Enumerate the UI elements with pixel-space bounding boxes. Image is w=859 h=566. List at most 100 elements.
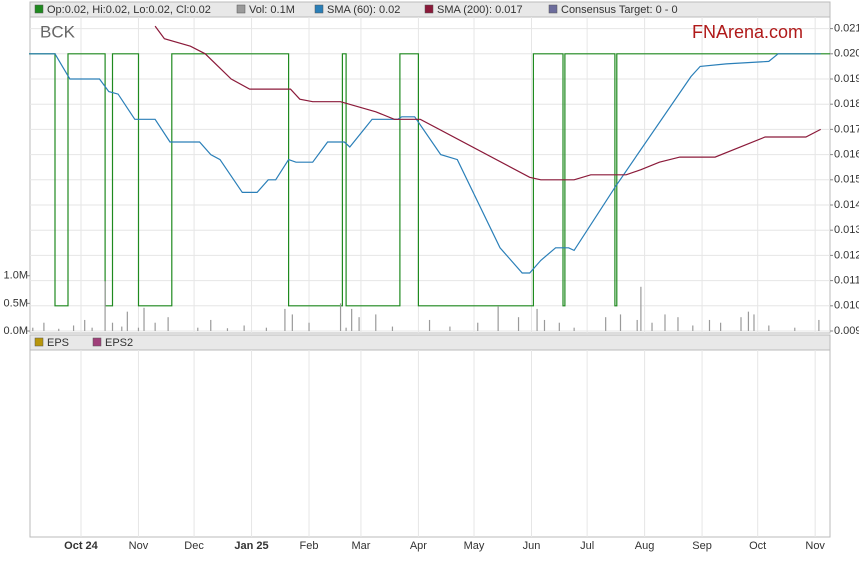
volume-bar [692, 325, 694, 331]
x-tick-label: Nov [805, 540, 825, 552]
legend-swatch [548, 4, 558, 14]
volume-bar [640, 286, 642, 331]
volume-bar [558, 322, 560, 331]
y-tick-label: 0.020 [834, 48, 859, 60]
volume-bar [358, 317, 360, 331]
ticker: BCK [40, 22, 76, 41]
volume-bar [111, 322, 114, 331]
legend-label: SMA (200): 0.017 [437, 4, 523, 16]
legend-label: Op:0.02, Hi:0.02, Lo:0.02, Cl:0.02 [47, 4, 211, 16]
legend-label: SMA (60): 0.02 [327, 4, 400, 16]
volume-bar [32, 327, 34, 331]
volume-bar [477, 322, 479, 331]
volume-bar [84, 319, 86, 331]
legend-swatch [92, 337, 102, 347]
x-tick-label: Dec [184, 540, 204, 552]
y-tick-label: 0.014 [834, 199, 859, 211]
brand: FNArena.com [692, 22, 803, 42]
volume-bar [43, 322, 45, 331]
marks [29, 25, 830, 331]
legend-label: EPS [47, 337, 69, 349]
x-tick-label: Mar [351, 540, 370, 552]
volume-bar [573, 327, 575, 331]
x-tick-label: Feb [300, 540, 319, 552]
y-tick-label: 0.010 [834, 300, 859, 312]
legend-label: EPS2 [105, 337, 133, 349]
volume-bar [265, 327, 267, 331]
volume-bar [284, 308, 286, 331]
legend-swatch [424, 4, 434, 14]
y-tick-label: 0.018 [834, 98, 859, 110]
x-tick-label: Sep [692, 540, 712, 552]
eps-panel [29, 349, 831, 538]
volume-bar [167, 317, 169, 331]
volume-bar [517, 317, 520, 331]
y-tick-label: 0.019 [834, 73, 859, 85]
x-tick-label: Jun [523, 540, 541, 552]
volume-bar [91, 327, 93, 331]
x-tick-label: Oct [749, 540, 766, 552]
legend-swatch [34, 337, 44, 347]
volume-bar [497, 306, 499, 331]
volume-bar [428, 319, 431, 331]
legend-swatch [34, 4, 44, 14]
x-tick-label: Apr [410, 540, 427, 552]
volume-bar [391, 326, 394, 331]
volume-bar [351, 308, 353, 331]
volume-bar [154, 322, 156, 331]
y-tick-label: 0.009 [834, 325, 859, 337]
volume-bar [753, 314, 755, 331]
volume-bar [197, 327, 199, 331]
y-tick-label: 0.016 [834, 149, 859, 161]
volume-bar [345, 327, 347, 331]
volume-bar [536, 308, 538, 331]
volume-bar [794, 327, 796, 331]
y2-tick-label: 0.0M [4, 325, 28, 337]
x-tick-label: Aug [635, 540, 655, 552]
volume-bar [664, 314, 666, 331]
volume-bar [121, 326, 123, 331]
volume-bar [226, 328, 229, 331]
y-tick-label: 0.017 [834, 123, 859, 135]
y2-tick-label: 0.5M [4, 297, 28, 309]
volume-bar [747, 311, 750, 331]
volume-bar [720, 322, 722, 331]
volume-bar [818, 319, 820, 331]
volume-bar [543, 319, 546, 331]
volume-bar [339, 303, 342, 331]
y2-tick-label: 1.0M [4, 270, 28, 282]
legend-swatch [236, 4, 246, 14]
lower-legend-strip [29, 334, 831, 351]
legend-label: Consensus Target: 0 - 0 [561, 4, 678, 16]
volume-bar [104, 281, 106, 331]
volume-bar [58, 328, 60, 331]
y-tick-label: 0.015 [834, 174, 859, 186]
volume-bar [375, 314, 377, 331]
price-panel [29, 16, 831, 334]
y-tick-label: 0.012 [834, 249, 859, 261]
volume-bar [72, 325, 75, 331]
series-line [154, 25, 821, 181]
y-tick-label: 0.011 [834, 275, 859, 287]
volume-bar [619, 314, 622, 331]
legend-label: Vol: 0.1M [249, 4, 295, 16]
volume-bar [243, 325, 245, 331]
volume-bar [291, 314, 293, 331]
volume-bar [210, 319, 212, 331]
series-line [29, 53, 821, 274]
x-tick-label: May [464, 540, 485, 552]
volume-bar [137, 327, 140, 331]
y-tick-label: 0.021 [834, 23, 859, 35]
volume-bar [636, 319, 638, 331]
volume-bar [651, 322, 653, 331]
x-tick-label: Jan 25 [234, 540, 268, 552]
volume-bar [449, 326, 451, 331]
x-tick-label: Oct 24 [64, 540, 99, 552]
y-tick-label: 0.013 [834, 224, 859, 236]
volume-bar [740, 317, 742, 331]
volume-bar [143, 307, 145, 331]
volume-bar [677, 317, 679, 331]
volume-bar [605, 317, 607, 331]
volume-bar [768, 325, 770, 331]
